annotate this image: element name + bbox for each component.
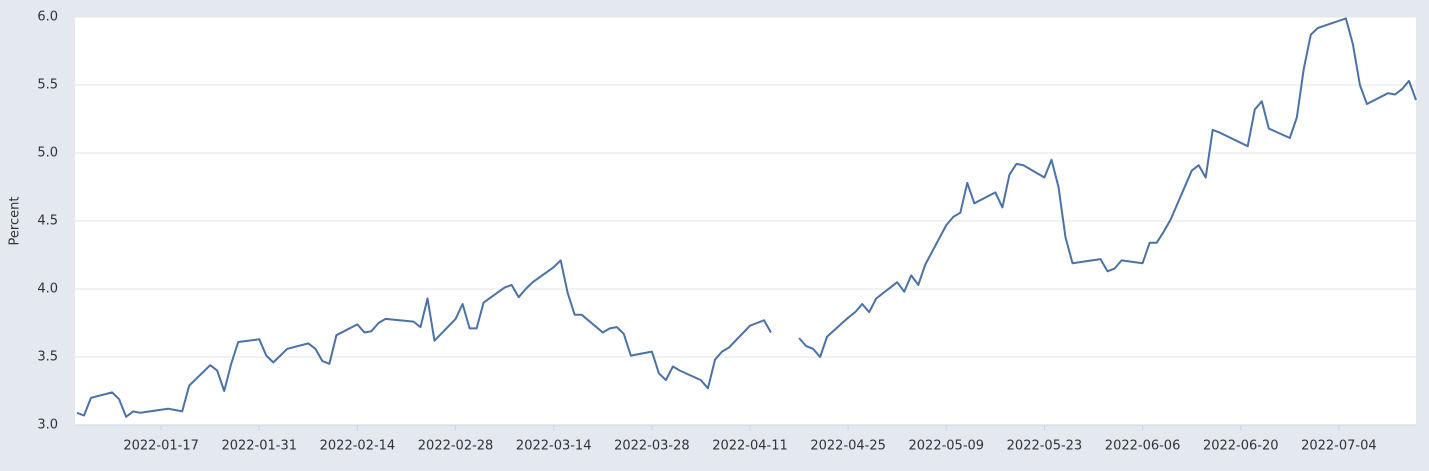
x-tick-label: 2022-02-28 (418, 439, 494, 454)
x-tick-label: 2022-03-14 (516, 439, 592, 454)
x-tick-label: 2022-06-20 (1203, 439, 1279, 454)
x-tick-label: 2022-04-25 (810, 439, 886, 454)
y-axis-label: Percent (8, 197, 23, 246)
x-tick-label: 2022-07-04 (1301, 439, 1377, 454)
y-tick-label: 6.0 (37, 10, 58, 25)
x-tick-label: 2022-01-31 (221, 439, 297, 454)
x-tick-label: 2022-05-23 (1007, 439, 1083, 454)
x-tick-label: 2022-01-17 (123, 439, 199, 454)
x-tick-label: 2022-03-28 (614, 439, 690, 454)
x-tick-label: 2022-02-14 (320, 439, 396, 454)
y-tick-label: 4.0 (37, 282, 58, 297)
x-tick-label: 2022-05-09 (909, 439, 985, 454)
y-tick-label: 5.0 (37, 146, 58, 161)
data-line (76, 259, 772, 418)
y-tick-label: 3.5 (37, 350, 58, 365)
y-tick-label: 3.0 (37, 418, 58, 433)
y-tick-label: 4.5 (37, 214, 58, 229)
y-tick-label: 5.5 (37, 78, 58, 93)
x-tick-label: 2022-04-11 (712, 439, 788, 454)
x-tick-label: 2022-06-06 (1105, 439, 1181, 454)
data-line (798, 17, 1417, 358)
